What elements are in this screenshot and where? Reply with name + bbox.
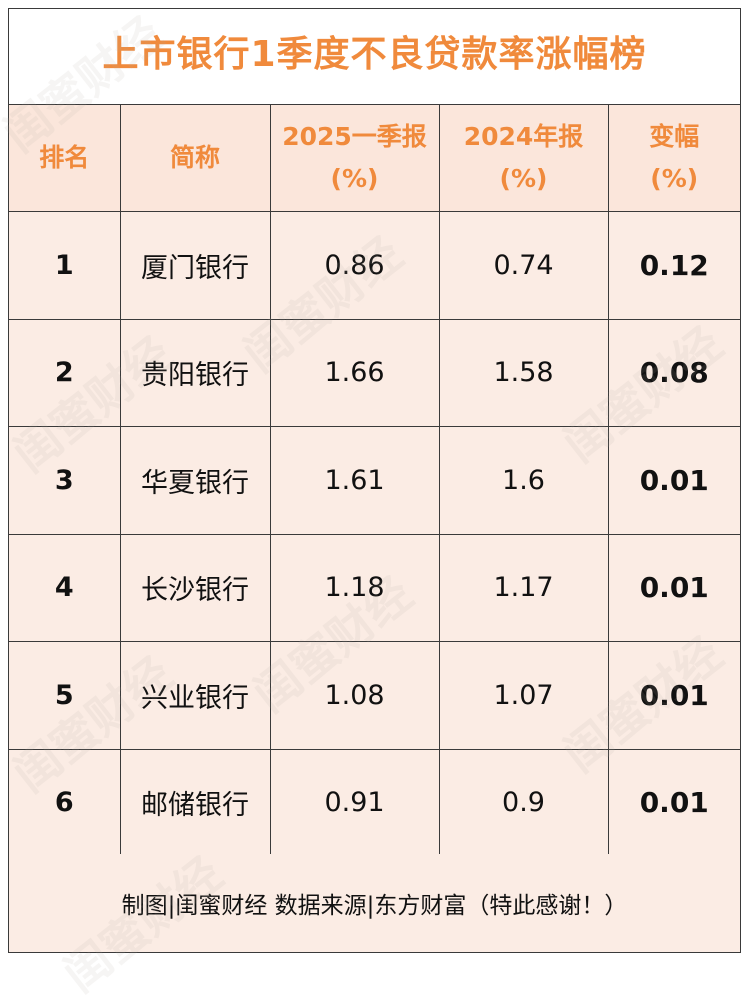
y2024-cell: 0.74 <box>438 211 609 320</box>
change-cell: 0.12 <box>607 211 740 320</box>
q1-2025-cell: 1.66 <box>269 318 440 427</box>
rank-cell: 3 <box>9 426 121 535</box>
y2024-cell: 0.9 <box>438 748 609 857</box>
q1-2025-cell: 1.61 <box>269 426 440 535</box>
table-row: 3 华夏银行 1.61 1.6 0.01 <box>9 426 740 535</box>
header-2024: 2024年报 (%) <box>438 104 609 212</box>
y2024-cell: 1.6 <box>438 426 609 535</box>
y2024-cell: 1.07 <box>438 641 609 750</box>
change-cell: 0.01 <box>607 426 740 535</box>
bank-name-cell: 贵阳银行 <box>119 318 271 427</box>
rank-cell: 6 <box>9 748 121 857</box>
header-change: 变幅 (%) <box>607 104 740 212</box>
header-q1-2025: 2025一季报 (%) <box>269 104 440 212</box>
rank-cell: 2 <box>9 318 121 427</box>
bank-name-cell: 邮储银行 <box>119 748 271 857</box>
table-row: 1 厦门银行 0.86 0.74 0.12 <box>9 211 740 320</box>
table-row: 2 贵阳银行 1.66 1.58 0.08 <box>9 318 740 427</box>
source-footer: 制图|闺蜜财经 数据来源|东方财富（特此感谢！） <box>9 854 740 952</box>
header-name: 简称 <box>119 104 271 212</box>
table-row: 6 邮储银行 0.91 0.9 0.01 <box>9 748 740 857</box>
rank-cell: 5 <box>9 641 121 750</box>
y2024-cell: 1.58 <box>438 318 609 427</box>
rank-cell: 4 <box>9 533 121 642</box>
q1-2025-cell: 1.18 <box>269 533 440 642</box>
ranking-table: 排名 简称 2025一季报 (%) 2024年报 (%) 变幅 (%) 1 厦门银行 … <box>9 104 740 857</box>
y2024-cell: 1.17 <box>438 533 609 642</box>
page-title: 上市银行1季度不良贷款率涨幅榜 <box>102 34 647 75</box>
bank-name-cell: 兴业银行 <box>119 641 271 750</box>
rank-cell: 1 <box>9 211 121 320</box>
q1-2025-cell: 0.91 <box>269 748 440 857</box>
ranking-card: 上市银行1季度不良贷款率涨幅榜 排名 简称 2025一季报 (%) 2024年报(… <box>0 6 741 1002</box>
bank-name-cell: 厦门银行 <box>119 211 271 320</box>
q1-2025-cell: 1.08 <box>269 641 440 750</box>
table-row: 5 兴业银行 1.08 1.07 0.01 <box>9 641 740 750</box>
change-cell: 0.01 <box>607 748 740 857</box>
q1-2025-cell: 0.86 <box>269 211 440 320</box>
change-cell: 0.08 <box>607 318 740 427</box>
bank-name-cell: 长沙银行 <box>119 533 271 642</box>
header-rank: 排名 <box>9 104 121 212</box>
table-header-row: 排名 简称 2025一季报 (%) 2024年报 (%) 变幅 (%) <box>9 104 740 212</box>
table-row: 4 长沙银行 1.18 1.17 0.01 <box>9 533 740 642</box>
change-cell: 0.01 <box>607 641 740 750</box>
change-cell: 0.01 <box>607 533 740 642</box>
bank-name-cell: 华夏银行 <box>119 426 271 535</box>
